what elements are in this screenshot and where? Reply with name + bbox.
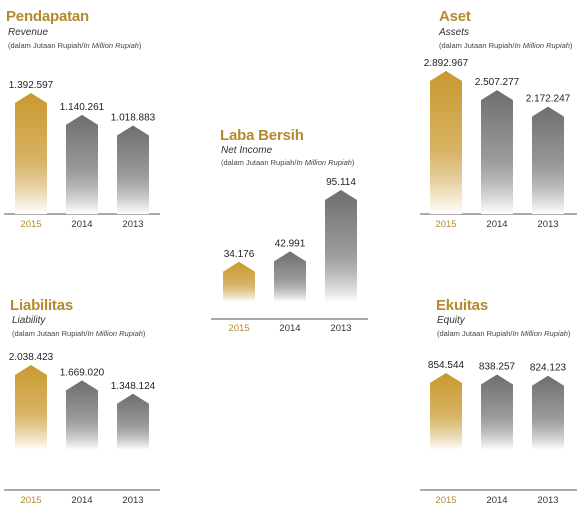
assets-subtitle: Assets [439, 27, 470, 38]
bar-2014 [481, 90, 513, 214]
net-income-unit-note: (dalam Jutaan Rupiah/In Million Rupiah) [221, 158, 355, 167]
value-label-2014: 2.507.277 [475, 77, 520, 88]
assets-title: Aset [439, 8, 471, 25]
equity-unit-note: (dalam Jutaan Rupiah/In Million Rupiah) [437, 329, 571, 338]
liability-title: Liabilitas [10, 297, 74, 314]
revenue-subtitle: Revenue [8, 27, 49, 38]
value-label-2013: 1.348.124 [111, 381, 156, 392]
liability-unit-note: (dalam Jutaan Rupiah/In Million Rupiah) [12, 329, 146, 338]
bar-2014 [274, 251, 306, 302]
bar-2015 [430, 373, 462, 450]
category-label-2015: 2015 [20, 219, 41, 230]
bar-2015 [223, 261, 255, 302]
bar-2015 [15, 93, 47, 214]
net-income-title: Laba Bersih [220, 127, 304, 144]
value-label-2015: 854.544 [428, 360, 465, 371]
value-label-2014: 1.669.020 [60, 367, 105, 378]
category-label-2015: 2015 [435, 219, 456, 230]
value-label-2013: 2.172.247 [526, 94, 571, 105]
equity-title: Ekuitas [436, 297, 488, 314]
equity-subtitle: Equity [437, 315, 465, 326]
category-label-2013: 2013 [330, 323, 351, 334]
category-label-2013: 2013 [537, 219, 558, 230]
liability-subtitle: Liability [12, 315, 46, 326]
revenue-unit-note: (dalam Jutaan Rupiah/In Million Rupiah) [8, 41, 142, 50]
category-label-2014: 2014 [486, 495, 507, 506]
value-label-2014: 1.140.261 [60, 102, 105, 113]
category-label-2015: 2015 [435, 495, 456, 506]
value-label-2014: 42.991 [275, 238, 306, 249]
value-label-2013: 95.114 [326, 177, 356, 188]
bar-2014 [66, 380, 98, 450]
category-label-2014: 2014 [486, 219, 507, 230]
category-label-2013: 2013 [122, 219, 143, 230]
bar-2013 [325, 190, 357, 302]
bar-2015 [15, 365, 47, 450]
category-label-2014: 2014 [71, 495, 92, 506]
category-label-2014: 2014 [71, 219, 92, 230]
bar-2013 [117, 125, 149, 214]
category-label-2015: 2015 [20, 495, 41, 506]
value-label-2015: 34.176 [224, 249, 255, 260]
value-label-2015: 2.892.967 [424, 58, 469, 69]
bar-2014 [66, 114, 98, 214]
bar-2015 [430, 71, 462, 214]
category-label-2014: 2014 [279, 323, 300, 334]
revenue-title: Pendapatan [6, 8, 90, 25]
value-label-2013: 824.123 [530, 363, 567, 374]
assets-unit-note: (dalam Jutaan Rupiah/In Million Rupiah) [439, 41, 573, 50]
bar-2013 [532, 375, 564, 450]
value-label-2015: 1.392.597 [9, 80, 54, 91]
bar-2014 [481, 374, 513, 450]
bar-2013 [117, 393, 149, 450]
category-label-2015: 2015 [228, 323, 249, 334]
value-label-2013: 1.018.883 [111, 112, 156, 123]
category-label-2013: 2013 [122, 495, 143, 506]
value-label-2014: 838.257 [479, 361, 516, 372]
value-label-2015: 2.038.423 [9, 352, 54, 363]
category-label-2013: 2013 [537, 495, 558, 506]
bar-2013 [532, 106, 564, 214]
net-income-subtitle: Net Income [221, 145, 273, 156]
